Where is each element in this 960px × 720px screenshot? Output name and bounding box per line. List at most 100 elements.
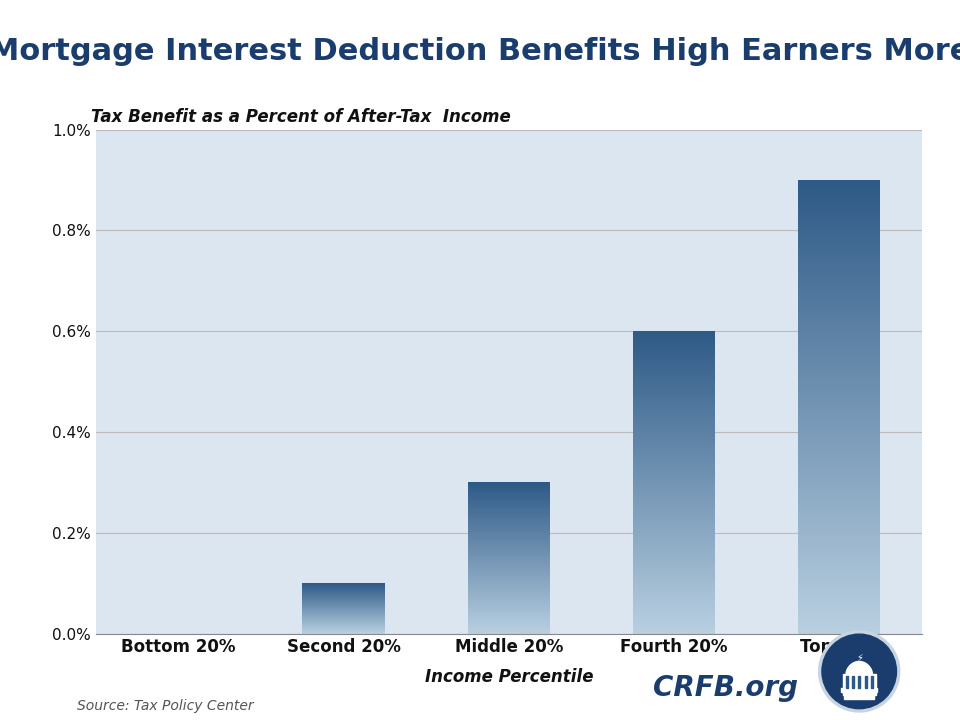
Bar [633,411,715,413]
Bar [798,180,880,182]
Bar [633,584,715,585]
Bar [468,530,550,531]
Bar [798,509,880,511]
Bar [633,591,715,593]
Bar [468,496,550,497]
Bar [633,367,715,369]
Bar [633,517,715,518]
Bar [841,688,877,692]
Bar [798,500,880,502]
Bar [468,504,550,505]
Bar [798,482,880,484]
Bar [633,507,715,508]
Bar [798,450,880,452]
Bar [633,415,715,416]
Bar [468,621,550,622]
Bar [798,577,880,579]
Bar [798,359,880,361]
Bar [798,613,880,616]
Bar [798,275,880,277]
Bar [633,500,715,502]
Bar [468,566,550,567]
Bar [468,629,550,630]
Bar [633,511,715,513]
Bar [633,528,715,529]
Bar [798,527,880,529]
Bar [633,554,715,555]
Bar [633,593,715,594]
Bar [468,527,550,528]
Bar [468,494,550,495]
Bar [798,310,880,312]
Bar [633,408,715,410]
Bar [798,588,880,590]
Bar [468,560,550,561]
Bar [633,514,715,516]
Bar [633,354,715,356]
Bar [798,600,880,602]
Bar [633,613,715,614]
Bar [798,207,880,210]
Bar [798,507,880,509]
Bar [633,575,715,576]
Bar [798,364,880,366]
Bar [798,348,880,350]
Bar [468,607,550,608]
Bar [468,563,550,564]
Bar [798,391,880,393]
Bar [633,624,715,626]
Bar [633,532,715,534]
Bar [468,631,550,632]
Bar [798,427,880,429]
Bar [468,612,550,613]
Bar [633,605,715,606]
Bar [798,486,880,488]
Bar [633,480,715,481]
Bar [798,616,880,618]
Bar [633,579,715,580]
Bar [871,676,873,688]
Bar [468,521,550,522]
Bar [468,486,550,487]
Text: Mortgage Interest Deduction Benefits High Earners More: Mortgage Interest Deduction Benefits Hig… [0,37,960,66]
Bar [468,492,550,493]
Bar [633,342,715,343]
Bar [798,232,880,235]
Bar [468,503,550,504]
Bar [633,503,715,505]
Bar [798,413,880,416]
Bar [633,441,715,443]
Bar [633,444,715,446]
Bar [468,512,550,513]
Bar [468,609,550,610]
Bar [798,579,880,582]
Bar [798,484,880,486]
Bar [468,485,550,486]
Bar [633,397,715,399]
Bar [798,371,880,373]
Bar [468,593,550,594]
Bar [633,502,715,503]
Bar [798,280,880,282]
Bar [798,539,880,541]
Bar [468,586,550,587]
Bar [468,617,550,618]
Bar [468,576,550,577]
Bar [468,633,550,634]
Bar [468,549,550,550]
Bar [798,355,880,357]
Bar [798,261,880,264]
Bar [468,619,550,620]
Bar [633,573,715,575]
Bar [468,587,550,588]
Bar [633,523,715,525]
Bar [798,432,880,434]
Bar [798,366,880,368]
Bar [468,514,550,515]
Bar [633,361,715,363]
Bar [633,469,715,470]
Bar [633,570,715,572]
Bar [633,493,715,495]
Bar [633,440,715,441]
Bar [468,537,550,538]
